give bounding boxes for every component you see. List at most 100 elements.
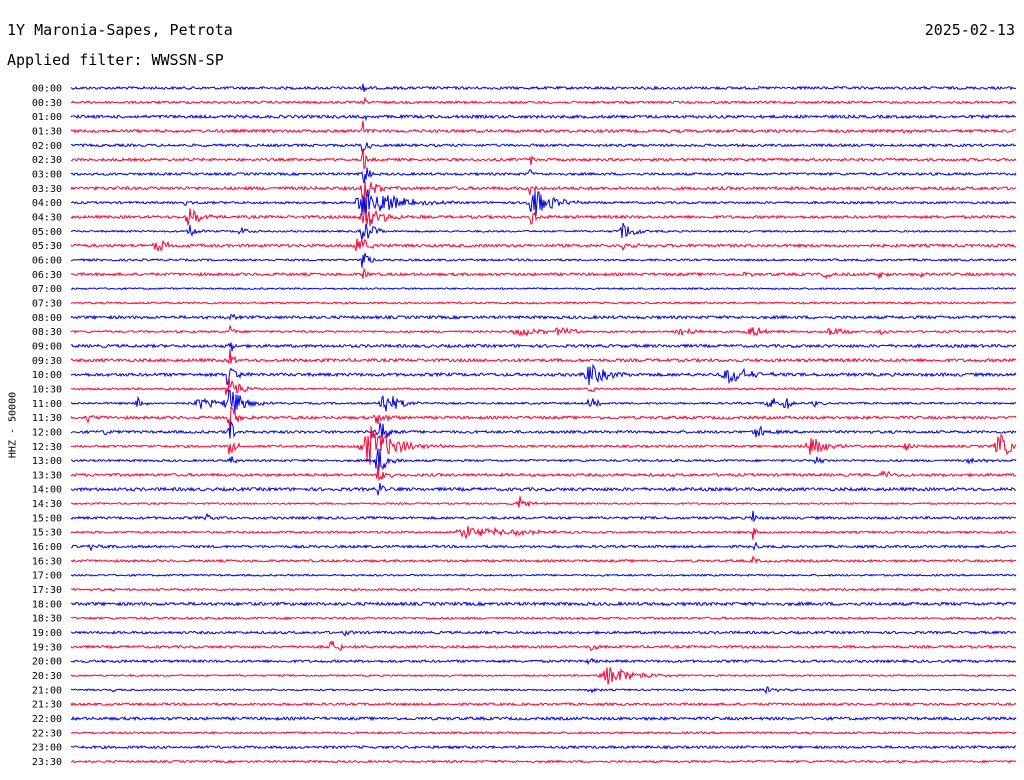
filter-label: Applied filter: WWSSN-SP xyxy=(7,51,224,69)
time-tick-label: 11:30 xyxy=(32,413,62,424)
trace-2130 xyxy=(70,701,1017,707)
time-tick-label: 06:00 xyxy=(32,255,62,266)
time-tick-label: 13:30 xyxy=(32,470,62,481)
time-tick-label: 14:30 xyxy=(32,499,62,510)
date-label: 2025-02-13 xyxy=(924,21,1015,39)
time-tick-label: 08:30 xyxy=(32,327,62,338)
time-tick-label: 01:00 xyxy=(32,112,62,123)
time-tick-label: 22:00 xyxy=(32,714,62,725)
time-tick-label: 16:00 xyxy=(32,542,62,553)
trace-2000 xyxy=(70,657,1017,666)
trace-0730 xyxy=(70,301,1017,305)
trace-0400 xyxy=(70,189,1017,222)
time-tick-label: 23:00 xyxy=(32,743,62,754)
trace-0830 xyxy=(70,325,1017,338)
time-tick-label: 11:00 xyxy=(32,399,62,410)
time-tick-label: 02:00 xyxy=(32,141,62,152)
time-tick-label: 12:30 xyxy=(32,442,62,453)
time-tick-label: 08:00 xyxy=(32,313,62,324)
trace-0130 xyxy=(70,120,1017,135)
trace-1330 xyxy=(70,464,1017,482)
station-title: 1Y Maronia-Sapes, Petrota xyxy=(7,21,233,39)
trace-0700 xyxy=(70,286,1017,291)
trace-0200 xyxy=(70,142,1017,154)
time-tick-label: 22:30 xyxy=(32,728,62,739)
trace-1100 xyxy=(70,389,1017,413)
trace-0000 xyxy=(70,83,1017,92)
time-tick-label: 17:30 xyxy=(32,585,62,596)
trace-0630 xyxy=(70,267,1017,280)
trace-0030 xyxy=(70,96,1017,105)
trace-1000 xyxy=(70,363,1017,386)
trace-1030 xyxy=(70,376,1017,396)
time-tick-label: 21:30 xyxy=(32,700,62,711)
trace-1530 xyxy=(70,526,1017,541)
trace-2300 xyxy=(70,744,1017,750)
trace-1430 xyxy=(70,496,1017,508)
trace-2230 xyxy=(70,730,1017,735)
trace-1200 xyxy=(70,420,1017,440)
time-tick-label: 17:00 xyxy=(32,571,62,582)
time-tick-label: 18:00 xyxy=(32,599,62,610)
trace-1300 xyxy=(70,448,1017,471)
trace-2200 xyxy=(70,715,1017,722)
trace-1500 xyxy=(70,510,1017,523)
time-tick-label: 10:00 xyxy=(32,370,62,381)
trace-0930 xyxy=(70,348,1017,365)
trace-1230 xyxy=(70,426,1017,465)
time-tick-label: 03:30 xyxy=(32,184,62,195)
time-tick-label: 14:00 xyxy=(32,485,62,496)
time-tick-label: 15:30 xyxy=(32,528,62,539)
trace-0330 xyxy=(70,180,1017,205)
trace-1830 xyxy=(70,616,1017,621)
trace-2030 xyxy=(70,666,1017,685)
time-tick-label: 13:00 xyxy=(32,456,62,467)
trace-0500 xyxy=(70,222,1017,241)
time-tick-label: 04:30 xyxy=(32,212,62,223)
trace-1800 xyxy=(70,600,1017,607)
trace-2100 xyxy=(70,686,1017,695)
time-tick-label: 12:00 xyxy=(32,427,62,438)
time-tick-label: 19:00 xyxy=(32,628,62,639)
time-tick-label: 03:00 xyxy=(32,169,62,180)
trace-0430 xyxy=(70,207,1017,227)
trace-1400 xyxy=(70,482,1017,496)
time-tick-label: 23:30 xyxy=(32,757,62,768)
time-tick-label: 07:30 xyxy=(32,298,62,309)
time-tick-label: 15:00 xyxy=(32,513,62,524)
time-tick-label: 19:30 xyxy=(32,642,62,653)
trace-1900 xyxy=(70,629,1017,637)
time-tick-label: 18:30 xyxy=(32,614,62,625)
trace-0600 xyxy=(70,252,1017,268)
time-tick-label: 05:00 xyxy=(32,227,62,238)
trace-0230 xyxy=(70,148,1017,170)
trace-1130 xyxy=(70,406,1017,433)
time-tick-label: 00:00 xyxy=(32,84,62,95)
trace-1700 xyxy=(70,573,1017,577)
time-tick-label: 20:30 xyxy=(32,671,62,682)
time-tick-label: 16:30 xyxy=(32,556,62,567)
trace-1730 xyxy=(70,587,1017,592)
trace-1600 xyxy=(70,541,1017,552)
time-tick-label: 20:00 xyxy=(32,657,62,668)
trace-0800 xyxy=(70,313,1017,321)
time-tick-label: 04:00 xyxy=(32,198,62,209)
time-tick-label: 05:30 xyxy=(32,241,62,252)
trace-0300 xyxy=(70,167,1017,184)
time-tick-label: 06:30 xyxy=(32,270,62,281)
trace-0100 xyxy=(70,113,1017,122)
time-tick-label: 09:30 xyxy=(32,356,62,367)
trace-0900 xyxy=(70,342,1017,352)
trace-1930 xyxy=(70,640,1017,652)
time-tick-label: 10:30 xyxy=(32,384,62,395)
time-tick-label: 09:00 xyxy=(32,341,62,352)
time-tick-label: 07:00 xyxy=(32,284,62,295)
time-tick-label: 21:00 xyxy=(32,685,62,696)
time-tick-label: 02:30 xyxy=(32,155,62,166)
time-tick-label: 01:30 xyxy=(32,126,62,137)
trace-0530 xyxy=(70,238,1017,252)
trace-1630 xyxy=(70,555,1017,565)
time-tick-label: 00:30 xyxy=(32,98,62,109)
trace-2330 xyxy=(70,759,1017,764)
